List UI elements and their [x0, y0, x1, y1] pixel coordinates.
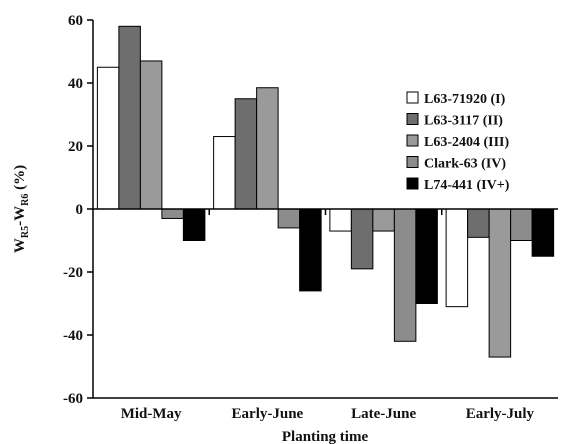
bar	[277, 208, 301, 229]
legend-swatch	[406, 156, 419, 168]
legend: L63-71920 (I) L63-3117 (II) L63-2404 (III)…	[406, 91, 510, 193]
bar	[299, 208, 322, 292]
bar	[139, 60, 163, 210]
bar	[234, 98, 258, 210]
x-tick-label: Mid-May	[121, 406, 182, 422]
x-ticks-layer: Mid-May Early-June Late-June Early-July	[121, 209, 535, 422]
legend-swatch	[406, 91, 419, 104]
x-tick-label: Late-June	[351, 406, 416, 422]
y-axis-title-sub2: R6	[20, 194, 31, 206]
bar	[415, 208, 438, 304]
legend-label: Clark-63 (IV)	[424, 157, 506, 172]
bar	[510, 208, 533, 241]
legend-label: L63-2404 (III)	[424, 135, 510, 150]
legend-swatch	[406, 134, 419, 147]
y-tick-label: -60	[63, 391, 83, 407]
y-ticks-layer: 60 40 20 0 -20 -40 -60	[63, 13, 93, 407]
bar	[182, 208, 206, 241]
y-axis-title-group: WR5-WR6 (%)	[12, 165, 31, 253]
bar	[372, 208, 395, 232]
bar	[393, 208, 417, 342]
y-axis-title-w1: W	[12, 238, 28, 253]
bar	[96, 66, 120, 210]
y-axis-title-w2: -W	[12, 206, 28, 226]
y-axis-title-unit: (%)	[12, 165, 28, 194]
x-tick-label: Early-June	[232, 406, 304, 422]
bar	[329, 208, 352, 232]
bar	[488, 208, 512, 358]
bar	[118, 25, 141, 210]
x-axis-title: Planting time	[282, 429, 369, 444]
y-tick-label: 0	[76, 202, 84, 218]
y-tick-label: 40	[68, 76, 83, 92]
bar	[531, 208, 555, 257]
legend-swatch	[406, 113, 419, 125]
bar	[467, 208, 490, 238]
y-tick-label: 20	[68, 139, 83, 155]
bar	[161, 208, 184, 219]
y-axis-title: WR5-WR6 (%)	[12, 165, 31, 253]
y-tick-label: 60	[68, 13, 83, 29]
legend-label: L63-71920 (I)	[424, 92, 506, 107]
bar	[213, 136, 236, 210]
y-tick-label: -40	[63, 328, 83, 344]
bar	[256, 87, 279, 210]
y-axis-title-sub1: R5	[20, 226, 31, 238]
legend-swatch	[406, 177, 419, 190]
bar	[445, 208, 469, 308]
bar	[350, 208, 374, 270]
x-tick-label: Early-July	[466, 406, 535, 422]
bars-layer	[96, 25, 555, 358]
legend-label: L63-3117 (II)	[424, 114, 503, 129]
legend-label: L74-441 (IV+)	[424, 178, 510, 193]
y-tick-label: -20	[63, 265, 83, 281]
